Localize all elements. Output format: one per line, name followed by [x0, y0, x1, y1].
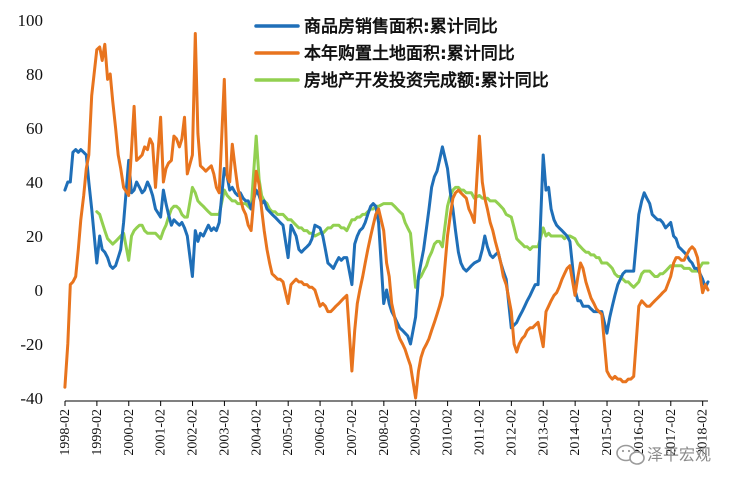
x-tick-label: 2007-02: [345, 409, 360, 456]
x-tick-label: 1999-02: [90, 409, 105, 456]
watermark: 泽平宏观: [616, 444, 711, 465]
x-tick-label: 2017-02: [664, 409, 679, 456]
x-tick-label: 2000-02: [122, 409, 137, 456]
legend-label-land: 本年购置土地面积:累计同比: [304, 43, 515, 64]
x-tick-label: 2010-02: [441, 409, 456, 456]
x-tick-label: 2015-02: [600, 409, 615, 456]
x-tick-label: 2002-02: [186, 409, 201, 456]
x-axis: 1998-02 1999-02 2000-02 2001-02 2002-02 2003-…: [58, 400, 711, 456]
y-tick-label: 60: [26, 119, 43, 138]
y-tick-label: 80: [26, 65, 43, 84]
x-tick-label: 2018-02: [696, 409, 711, 456]
plot-lines: [63, 32, 710, 400]
x-tick-label: 2012-02: [504, 409, 519, 456]
x-tick-label: 2004-02: [249, 409, 264, 456]
series-line-2: [95, 134, 710, 289]
legend: 商品房销售面积:累计同比 本年购置土地面积:累计同比 房地产开发投资完成额:累计…: [254, 16, 549, 91]
x-tick-label: 2013-02: [536, 409, 551, 456]
y-tick-label: 0: [35, 281, 44, 300]
watermark-text: 泽平宏观: [647, 445, 711, 464]
x-tick-label: 2016-02: [632, 409, 647, 456]
y-tick-label: 20: [26, 227, 43, 246]
x-tick-label: 2014-02: [568, 409, 583, 456]
x-tick-label: 2011-02: [472, 409, 487, 455]
y-tick-label: 100: [18, 11, 44, 30]
y-axis-ticks: 100 80 60 40 20 0 -20 -40: [18, 11, 44, 408]
series-line-1: [63, 32, 710, 400]
y-tick-label: -40: [20, 389, 43, 408]
legend-label-sales: 商品房销售面积:累计同比: [304, 16, 498, 37]
x-tick-label: 2006-02: [313, 409, 328, 456]
wechat-icon: [616, 444, 645, 465]
y-tick-label: -20: [20, 335, 43, 354]
x-tick-label: 2003-02: [217, 409, 232, 456]
legend-label-investment: 房地产开发投资完成额:累计同比: [304, 70, 549, 91]
x-tick-label: 2001-02: [154, 409, 169, 456]
x-tick-label: 1998-02: [58, 409, 73, 456]
x-tick-label: 2008-02: [377, 409, 392, 456]
x-tick-label: 2009-02: [409, 409, 424, 456]
x-tick-label: 2005-02: [281, 409, 296, 456]
y-tick-label: 40: [26, 173, 43, 192]
